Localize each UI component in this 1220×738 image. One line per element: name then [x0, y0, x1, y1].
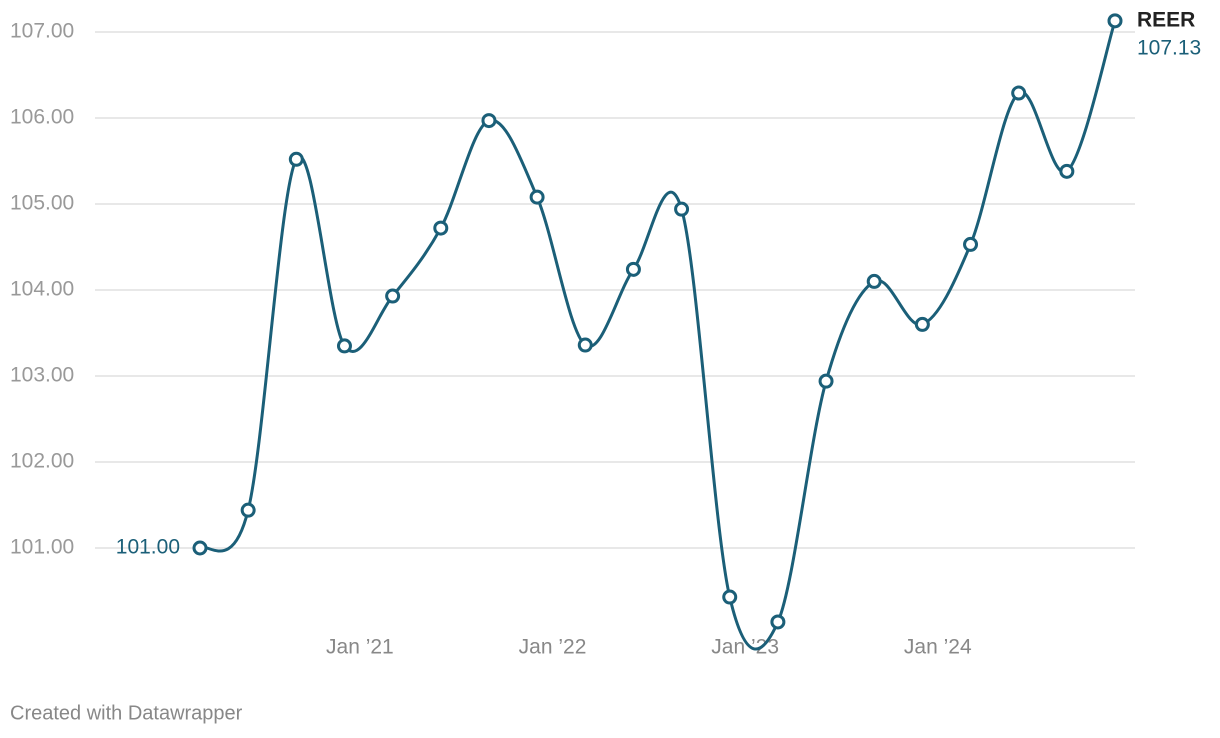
point — [1059, 163, 1075, 179]
point — [866, 273, 882, 289]
point — [529, 189, 545, 205]
y-tick-label: 102.00 — [10, 450, 74, 473]
y-tick-label: 103.00 — [10, 364, 74, 387]
point — [1107, 13, 1123, 29]
x-tick-label: Jan ’24 — [904, 636, 972, 659]
y-tick-label: 104.00 — [10, 278, 74, 301]
x-tick-label: Jan ’22 — [519, 636, 587, 659]
y-tick-label: 106.00 — [10, 106, 74, 129]
point — [963, 236, 979, 252]
point — [192, 540, 208, 556]
point — [336, 338, 352, 354]
y-tick-label: 107.00 — [10, 20, 74, 43]
point — [674, 201, 690, 217]
footer: Created with Datawrapper — [10, 702, 243, 724]
point — [722, 589, 738, 605]
value-label: 101.00 — [116, 536, 180, 559]
point — [1011, 85, 1027, 101]
point — [481, 113, 497, 129]
y-tick-label: 101.00 — [10, 536, 74, 559]
point — [240, 502, 256, 518]
point — [577, 337, 593, 353]
line — [199, 20, 1117, 651]
point — [625, 261, 641, 277]
point — [288, 151, 304, 167]
series-label: REER — [1137, 8, 1195, 31]
point — [914, 316, 930, 332]
y-tick-label: 105.00 — [10, 192, 74, 215]
value-label: 107.13 — [1137, 36, 1201, 59]
point — [433, 220, 449, 236]
point — [385, 288, 401, 304]
x-tick-label: Jan ’23 — [711, 636, 779, 659]
x-tick-label: Jan ’21 — [326, 636, 394, 659]
point — [818, 373, 834, 389]
point — [770, 614, 786, 630]
